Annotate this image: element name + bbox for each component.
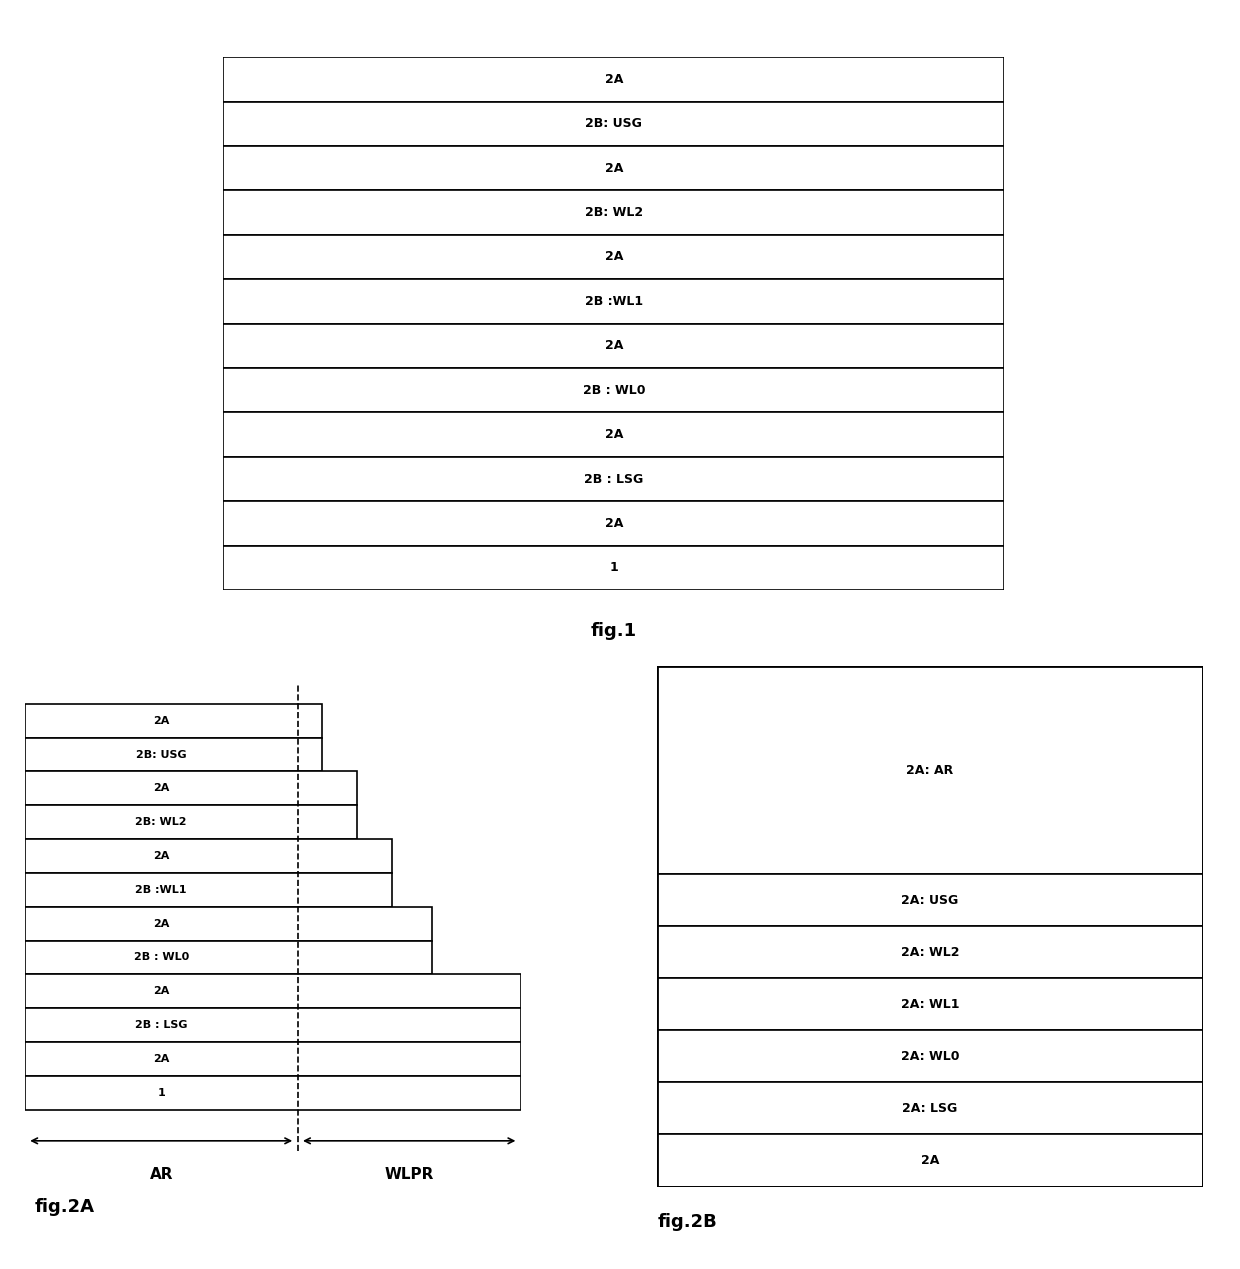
Text: 2B: WL2: 2B: WL2 xyxy=(585,206,642,220)
Bar xyxy=(25,1008,521,1042)
Bar xyxy=(657,1082,1203,1134)
Text: 2A: 2A xyxy=(605,72,622,86)
Text: 2A: 2A xyxy=(605,250,622,264)
Bar xyxy=(223,457,1004,501)
Bar xyxy=(25,1076,521,1109)
Text: 2A: 2A xyxy=(153,986,170,996)
Bar xyxy=(25,873,392,906)
Bar xyxy=(25,940,432,975)
Bar xyxy=(657,1030,1203,1082)
Text: fig.2B: fig.2B xyxy=(657,1213,717,1231)
Bar xyxy=(223,102,1004,146)
Text: 2B :WL1: 2B :WL1 xyxy=(585,294,642,308)
Bar xyxy=(223,501,1004,546)
Bar xyxy=(657,874,1203,926)
Bar xyxy=(657,1134,1203,1187)
Bar xyxy=(657,978,1203,1030)
Text: 2A: 2A xyxy=(153,716,170,726)
Text: 2B: USG: 2B: USG xyxy=(585,117,642,131)
Text: 2B: USG: 2B: USG xyxy=(136,750,186,760)
Bar xyxy=(223,235,1004,279)
Text: 2A: WL2: 2A: WL2 xyxy=(900,945,960,959)
Bar xyxy=(223,279,1004,324)
Text: 1: 1 xyxy=(609,561,619,575)
Text: 2A: AR: 2A: AR xyxy=(906,764,954,777)
Text: 2A: 2A xyxy=(605,428,622,442)
Bar xyxy=(25,975,521,1008)
Text: fig.1: fig.1 xyxy=(590,622,637,640)
Text: 2B : LSG: 2B : LSG xyxy=(135,1020,187,1030)
Bar xyxy=(657,666,1203,874)
Text: 2A: WL1: 2A: WL1 xyxy=(900,997,960,1011)
Text: 2B :WL1: 2B :WL1 xyxy=(135,884,187,895)
Bar xyxy=(223,190,1004,235)
Text: 2A: 2A xyxy=(605,161,622,175)
Bar xyxy=(25,806,357,839)
Text: 2A: 2A xyxy=(153,1053,170,1063)
Text: 2A: 2A xyxy=(153,919,170,929)
Text: 2A: 2A xyxy=(153,851,170,860)
Bar xyxy=(25,839,392,873)
Text: fig.2A: fig.2A xyxy=(35,1198,94,1216)
Text: 2A: WL0: 2A: WL0 xyxy=(900,1049,960,1063)
Text: 2B : LSG: 2B : LSG xyxy=(584,472,644,486)
Bar xyxy=(25,704,322,737)
Bar xyxy=(223,368,1004,412)
Bar xyxy=(25,1042,521,1076)
Bar xyxy=(25,772,357,806)
Text: 1: 1 xyxy=(157,1088,165,1098)
Text: WLPR: WLPR xyxy=(384,1167,434,1181)
Bar xyxy=(223,146,1004,190)
Text: 2A: 2A xyxy=(605,516,622,530)
Bar xyxy=(223,412,1004,457)
Text: 2B: WL2: 2B: WL2 xyxy=(135,817,187,827)
Bar xyxy=(25,737,322,772)
Bar xyxy=(223,324,1004,368)
Text: 2B : WL0: 2B : WL0 xyxy=(583,383,645,397)
Bar xyxy=(657,926,1203,978)
Bar xyxy=(25,906,432,940)
Text: 2A: 2A xyxy=(921,1154,939,1167)
Text: 2A: USG: 2A: USG xyxy=(901,893,959,907)
Text: AR: AR xyxy=(150,1167,172,1181)
Text: 2A: 2A xyxy=(153,783,170,793)
Bar xyxy=(223,546,1004,590)
Text: 2A: LSG: 2A: LSG xyxy=(903,1101,957,1115)
Text: 2A: 2A xyxy=(605,339,622,353)
Text: 2B : WL0: 2B : WL0 xyxy=(134,953,188,962)
Bar xyxy=(223,57,1004,102)
